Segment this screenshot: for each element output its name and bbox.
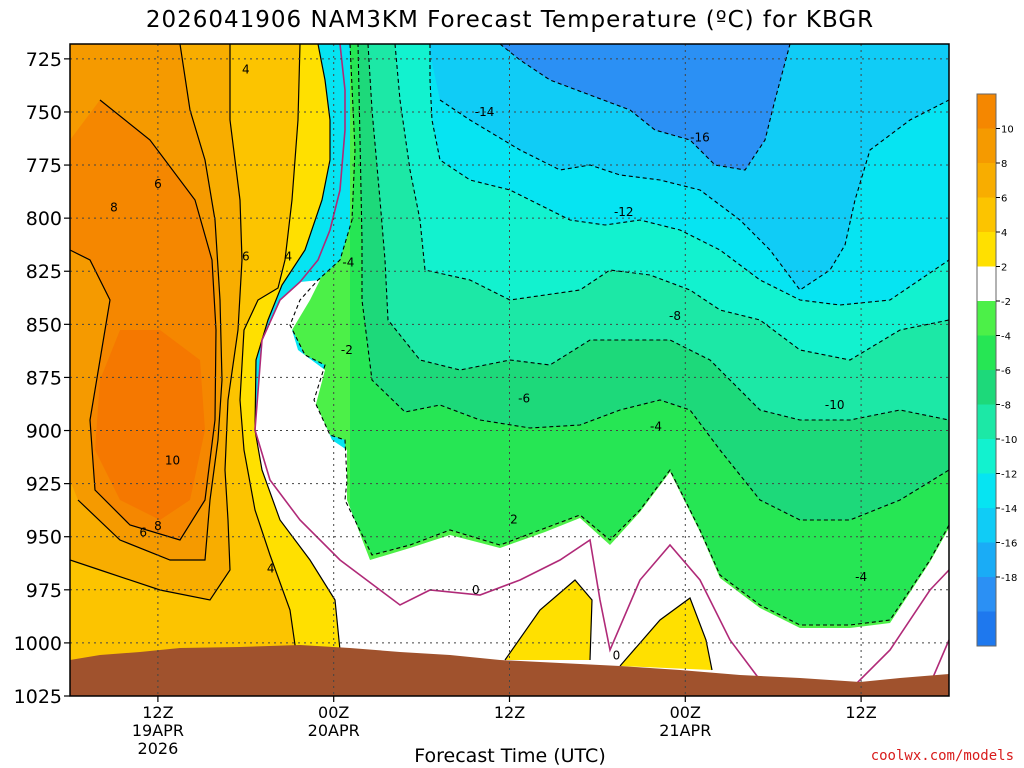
x-tick-label: 19APR [132, 721, 184, 740]
contour-label: -8 [669, 309, 681, 323]
y-tick-label: 875 [26, 367, 62, 389]
colorbar-swatch [977, 163, 996, 198]
x-tick-label: 12Z [845, 703, 876, 722]
contour-label: -6 [518, 392, 530, 406]
y-tick-label: 975 [26, 580, 62, 602]
chart-title: 2026041906 NAM3KM Forecast Temperature (… [146, 7, 874, 33]
colorbar-label: -16 [1001, 539, 1017, 550]
colorbar-swatch [977, 404, 996, 440]
x-tick-label: 12Z [142, 703, 173, 722]
y-tick-label: 800 [26, 208, 62, 230]
y-tick-label: 925 [26, 474, 62, 496]
colorbar-label: -10 [1001, 435, 1017, 446]
cold-contour-lines [289, 44, 949, 626]
colorbar-label: -18 [1001, 573, 1017, 584]
surface-terrain [70, 645, 949, 696]
contour-label: 4 [284, 249, 292, 263]
x-tick-label: 20APR [308, 721, 360, 740]
contour-label: 4 [267, 562, 275, 576]
y-tick-label: 825 [26, 261, 62, 283]
x-tick-label: 00Z [670, 703, 701, 722]
contour-label: 6 [139, 525, 147, 539]
x-tick-label: 2026 [138, 739, 179, 758]
colorbar-swatch [977, 266, 996, 302]
colorbar-swatch [977, 232, 996, 267]
y-axis: 725 750 775 800 825 850 875 900 925 950 975 1000 102… [14, 49, 70, 708]
warm-contour-lines [70, 44, 713, 681]
colorbar-label: 10 [1001, 125, 1014, 136]
colorbar-swatch [977, 542, 996, 578]
colorbar-label: 8 [1001, 159, 1007, 170]
field-above-10-core [95, 330, 205, 520]
colorbar-label: -4 [1001, 332, 1011, 343]
field-minus6-to-minus8 [350, 44, 949, 696]
x-tick-label: 12Z [494, 703, 525, 722]
contour-label: -2 [341, 343, 353, 357]
contour-label: 8 [110, 201, 118, 215]
colorbar: 10 8 6 4 2 -2 -4 -6 -8 -10 -12 -14 -16 -18 [976, 93, 1017, 647]
colorbar-swatch [977, 473, 996, 509]
x-axis-label: Forecast Time (UTC) [414, 745, 605, 767]
field-minus2-to-2 [255, 280, 949, 696]
colorbar-label: 2 [1001, 263, 1007, 274]
y-tick-label: 1025 [14, 686, 62, 708]
field-2-to-4-near-surface-b [620, 598, 712, 670]
field-below-minus16 [500, 44, 790, 170]
colorbar-swatch [977, 128, 996, 164]
colorbar-label: -6 [1001, 366, 1011, 377]
contour-label: -4 [650, 419, 662, 433]
field-minus2-to-minus6 [290, 44, 949, 696]
colorbar-swatch [977, 577, 996, 612]
colorbar-label: -8 [1001, 401, 1011, 412]
grid-lines [70, 44, 949, 696]
y-tick-label: 1000 [14, 633, 62, 655]
contour-label: 6 [154, 177, 162, 191]
y-tick-label: 775 [26, 155, 62, 177]
colorbar-swatch [977, 197, 996, 233]
colorbar-label: 6 [1001, 194, 1007, 205]
colorbar-label: -2 [1001, 297, 1011, 308]
contour-label: -16 [690, 130, 710, 144]
y-tick-label: 900 [26, 421, 62, 443]
credit-text: coolwx.com/models [871, 748, 1014, 764]
contour-label: 0 [472, 583, 480, 597]
colorbar-swatch [977, 335, 996, 371]
colorbar-swatch [977, 439, 996, 474]
colorbar-swatch [977, 94, 996, 129]
x-tick-label: 21APR [659, 721, 711, 740]
contour-label: 4 [242, 62, 250, 76]
colorbar-label: -14 [1001, 504, 1017, 515]
contour-label: 8 [154, 519, 162, 533]
colorbar-swatch [977, 508, 996, 543]
contour-label: 2 [510, 513, 518, 527]
field-2-to-4-near-surface-a [505, 580, 592, 660]
y-tick-label: 850 [26, 314, 62, 336]
y-tick-label: 950 [26, 527, 62, 549]
contour-label: 0 [613, 649, 621, 663]
colorbar-label: 4 [1001, 228, 1007, 239]
contour-label: -10 [825, 398, 845, 412]
contour-label: -14 [475, 105, 495, 119]
contour-label: 10 [165, 453, 180, 467]
contour-label: -4 [855, 570, 867, 584]
colorbar-swatch [977, 370, 996, 405]
contour-label: 6 [242, 249, 250, 263]
contour-label: -12 [614, 205, 634, 219]
contour-label: -4 [342, 256, 354, 270]
y-tick-label: 750 [26, 102, 62, 124]
y-tick-label: 725 [26, 49, 62, 71]
colorbar-label: -12 [1001, 470, 1017, 481]
colorbar-swatch [977, 611, 996, 647]
colorbar-swatch [977, 301, 996, 336]
field-below-minus14 [428, 44, 949, 290]
x-tick-label: 00Z [318, 703, 349, 722]
